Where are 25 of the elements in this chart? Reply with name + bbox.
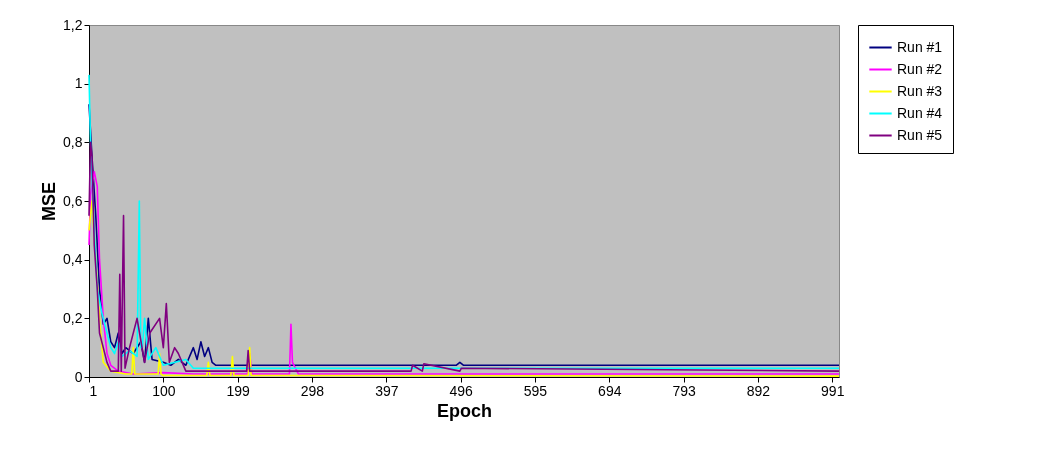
x-tick-label: 199 <box>226 382 251 399</box>
y-tick-label: 0,8 <box>63 133 83 150</box>
legend-label: Run #4 <box>897 104 943 121</box>
x-tick-label: 100 <box>152 382 176 399</box>
x-tick-label: 694 <box>598 382 622 399</box>
legend-label: Run #5 <box>897 126 943 143</box>
legend-label: Run #2 <box>897 60 943 77</box>
x-tick-label: 595 <box>523 382 548 399</box>
y-tick-label: 0,4 <box>63 251 83 268</box>
x-tick-label: 298 <box>300 382 325 399</box>
y-tick-label: 0 <box>74 368 83 385</box>
x-tick-label: 1 <box>89 382 98 399</box>
y-tick-label: 0,2 <box>63 309 83 326</box>
x-axis-title: Epoch <box>436 400 493 421</box>
x-tick-label: 496 <box>449 382 474 399</box>
x-tick-label: 892 <box>746 382 771 399</box>
x-tick-label: 793 <box>672 382 696 399</box>
y-tick-label: 0,6 <box>63 192 83 209</box>
legend-label: Run #3 <box>897 82 943 99</box>
y-tick-label: 1,2 <box>63 16 83 33</box>
y-axis-title: MSE <box>39 181 60 222</box>
x-tick-label: 991 <box>821 382 845 399</box>
y-tick-label: 1 <box>74 75 83 92</box>
x-tick-label: 397 <box>375 382 399 399</box>
legend-label: Run #1 <box>897 38 943 55</box>
